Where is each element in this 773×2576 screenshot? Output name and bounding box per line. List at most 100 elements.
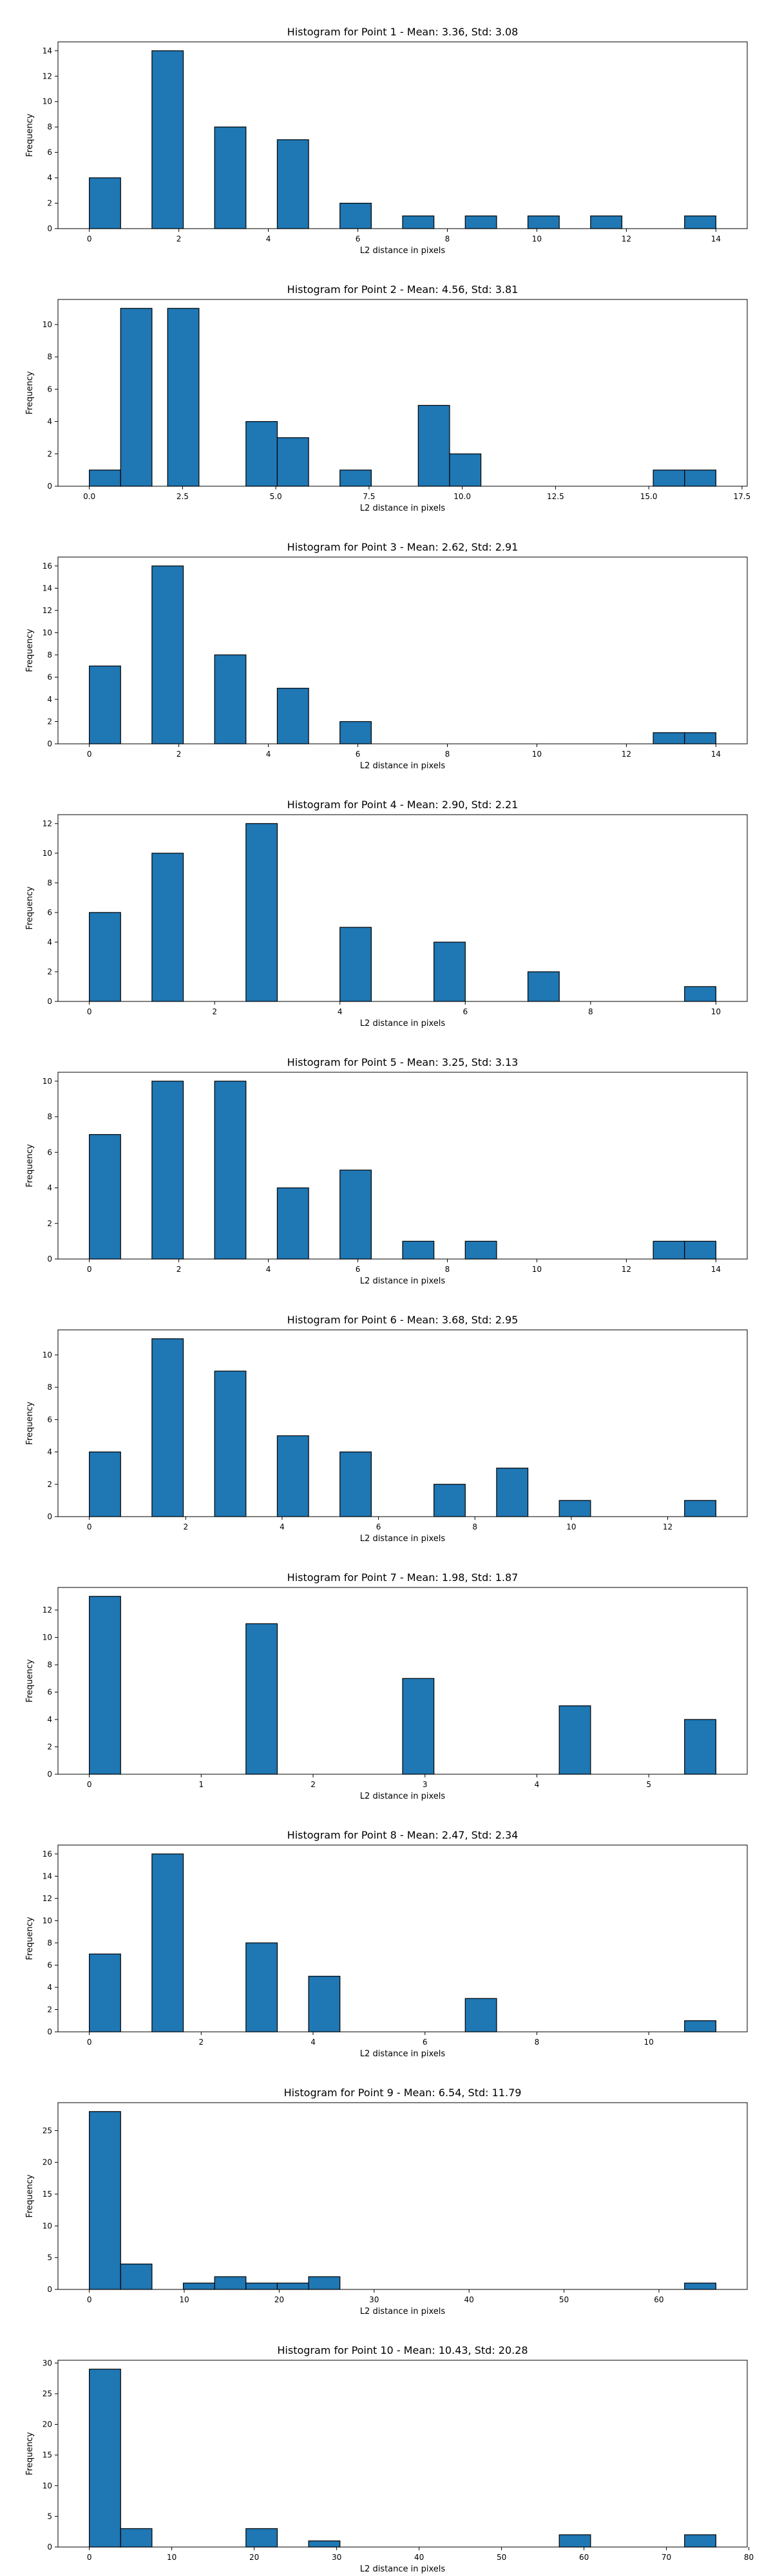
histogram-bar — [214, 1081, 247, 1260]
y-tick-label: 16 — [43, 1850, 52, 1859]
y-tick-label: 4 — [47, 938, 52, 947]
y-tick-label: 6 — [47, 1960, 52, 1969]
x-tick-label: 20 — [249, 2553, 259, 2562]
axes-frame — [57, 2102, 748, 2290]
histogram-bar — [276, 688, 309, 744]
x-tick-label: 10 — [532, 234, 542, 243]
x-tick-label: 30 — [369, 2295, 379, 2304]
histogram-bar — [684, 732, 716, 744]
axes-frame — [57, 814, 748, 1002]
x-tick-label: 8 — [445, 234, 450, 243]
x-tick-label: 2 — [310, 1780, 316, 1789]
histogram-bar — [214, 1370, 247, 1517]
y-tick-label: 6 — [47, 148, 52, 157]
y-tick-label: 2 — [47, 717, 52, 726]
x-tick-label: 0 — [87, 2038, 92, 2047]
y-tick-label: 8 — [47, 1660, 52, 1669]
histogram-bar — [496, 1468, 529, 1517]
histogram-bar — [558, 1705, 591, 1775]
x-tick-label: 10 — [644, 2038, 654, 2047]
x-tick-label: 40 — [464, 2295, 474, 2304]
x-axis-label: L2 distance in pixels — [360, 2564, 446, 2574]
histogram-bar — [308, 2276, 341, 2290]
x-tick-label: 20 — [274, 2295, 284, 2304]
chart-title: Histogram for Point 5 - Mean: 3.25, Std:… — [287, 1056, 519, 1068]
x-tick-label: 50 — [497, 2553, 506, 2562]
x-axis-label: L2 distance in pixels — [360, 2307, 446, 2316]
y-tick-label: 0 — [47, 739, 52, 748]
chart-title: Histogram for Point 3 - Mean: 2.62, Std:… — [287, 541, 519, 553]
y-tick-label: 6 — [47, 1415, 52, 1424]
y-tick-label: 10 — [43, 2221, 52, 2230]
histogram-bar — [339, 202, 372, 229]
y-axis-label: Frequency — [25, 1659, 35, 1702]
x-tick-label: 14 — [711, 234, 721, 243]
x-tick-label: 15.0 — [640, 492, 658, 501]
y-axis-label: Frequency — [25, 629, 35, 672]
x-tick-label: 10 — [532, 1265, 542, 1274]
y-tick-label: 8 — [47, 650, 52, 659]
histogram-bar — [151, 1081, 184, 1260]
x-tick-label: 8 — [445, 1265, 450, 1274]
histogram-bar — [182, 2282, 215, 2290]
histogram-bar — [339, 927, 372, 1002]
x-axis-label: L2 distance in pixels — [360, 1534, 446, 1544]
y-axis-label: Frequency — [25, 1401, 35, 1444]
x-tick-label: 2 — [177, 750, 182, 759]
x-axis-label: L2 distance in pixels — [360, 1792, 446, 1801]
x-axis-label: L2 distance in pixels — [360, 1019, 446, 1028]
y-axis-label: Frequency — [25, 2432, 35, 2475]
x-tick-label: 6 — [356, 750, 361, 759]
y-axis-label: Frequency — [25, 886, 35, 929]
x-tick-label: 80 — [744, 2553, 754, 2562]
x-axis-label: L2 distance in pixels — [360, 1276, 446, 1286]
x-tick-label: 14 — [711, 750, 721, 759]
y-tick-label: 0 — [47, 482, 52, 491]
y-tick-label: 5 — [47, 2512, 52, 2521]
histogram-panel-9: Histogram for Point 9 - Mean: 6.54, Std:… — [25, 2087, 748, 2316]
histogram-bar — [214, 126, 247, 229]
x-tick-label: 6 — [376, 1522, 381, 1531]
histogram-bar — [245, 1623, 278, 1775]
histogram-bar — [527, 215, 560, 229]
x-tick-label: 0 — [87, 1780, 92, 1789]
axes-frame — [57, 556, 748, 744]
y-axis-label: Frequency — [25, 1917, 35, 1960]
histogram-bar — [89, 912, 121, 1002]
x-tick-label: 0 — [87, 1007, 92, 1016]
axes-frame — [57, 299, 748, 487]
y-tick-label: 0 — [47, 1255, 52, 1264]
histogram-bar — [684, 215, 716, 229]
histogram-bar — [464, 215, 497, 229]
histogram-bar — [590, 215, 623, 229]
x-tick-label: 10 — [179, 2295, 189, 2304]
y-tick-label: 0 — [47, 1770, 52, 1779]
x-tick-label: 6 — [423, 2038, 428, 2047]
x-tick-label: 4 — [266, 234, 271, 243]
histogram-bar — [339, 1170, 372, 1260]
histogram-bar — [151, 1338, 184, 1517]
histogram-panel-2: Histogram for Point 2 - Mean: 4.56, Std:… — [25, 283, 750, 513]
y-tick-label: 10 — [43, 2481, 52, 2490]
histogram-bar — [89, 2111, 121, 2290]
axes-frame — [57, 1844, 748, 2032]
x-tick-label: 30 — [332, 2553, 341, 2562]
chart-title: Histogram for Point 9 - Mean: 6.54, Std:… — [284, 2087, 522, 2099]
x-axis-label: L2 distance in pixels — [360, 246, 446, 256]
y-axis-label: Frequency — [25, 1144, 35, 1187]
x-tick-label: 70 — [662, 2553, 671, 2562]
y-tick-label: 0 — [47, 2543, 52, 2552]
x-tick-label: 14 — [711, 1265, 721, 1274]
histogram-bar — [653, 469, 685, 487]
y-tick-label: 12 — [43, 71, 52, 80]
y-tick-label: 8 — [47, 1112, 52, 1121]
histogram-bar — [308, 2540, 341, 2548]
x-tick-label: 4 — [310, 2038, 316, 2047]
chart-title: Histogram for Point 6 - Mean: 3.68, Std:… — [287, 1314, 519, 1326]
histogram-bar — [653, 732, 685, 744]
histogram-panel-8: Histogram for Point 8 - Mean: 2.47, Std:… — [25, 1829, 748, 2059]
y-tick-label: 4 — [47, 173, 52, 182]
axes-frame — [57, 1329, 748, 1517]
x-tick-label: 5.0 — [270, 492, 282, 501]
x-tick-label: 6 — [356, 234, 361, 243]
